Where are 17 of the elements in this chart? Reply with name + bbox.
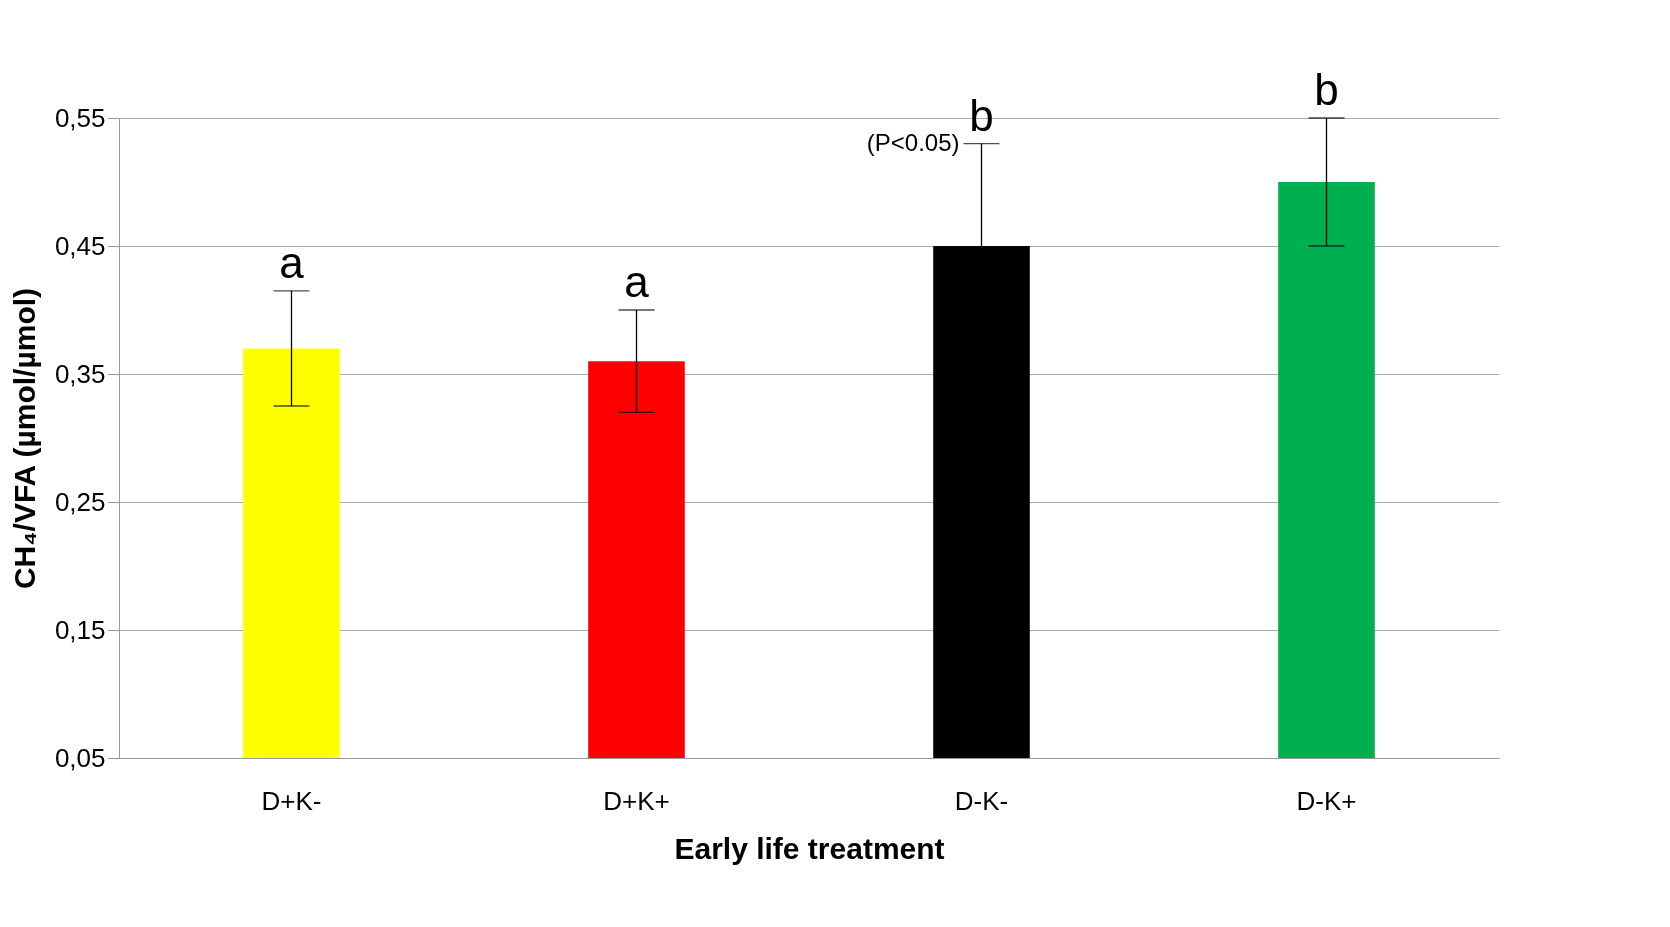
x-tick-label: D+K+ (603, 785, 670, 816)
y-tick-label: 0,15 (54, 614, 106, 645)
annotation: a (624, 257, 650, 306)
annotation: (P<0.05) (866, 128, 960, 156)
annotation: b (969, 90, 994, 140)
x-tick-label: D-K+ (1296, 785, 1357, 816)
x-tick-label: D+K- (261, 785, 322, 816)
annotation: a (279, 237, 305, 287)
y-tick-label: 0,55 (54, 102, 106, 133)
y-tick-label: 0,35 (54, 358, 106, 389)
y-tick-label: 0,45 (54, 230, 106, 261)
annotation: b (1314, 65, 1339, 114)
y-tick-label: 0,25 (54, 486, 106, 517)
x-axis-title: Early life treatment (674, 831, 945, 865)
x-tick-label: D-K- (954, 785, 1009, 816)
y-axis-title: CH₄/VFA (µmol/µmol) (7, 287, 41, 590)
y-tick-label: 0,05 (54, 742, 106, 773)
